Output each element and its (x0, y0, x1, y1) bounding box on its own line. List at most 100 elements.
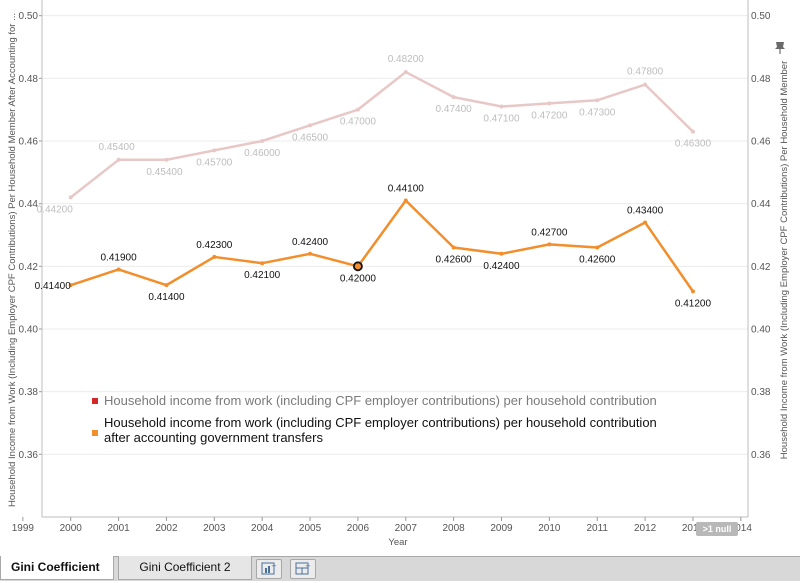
data-label: 0.46300 (675, 139, 712, 150)
y-tick-label-right: 0.50 (751, 11, 771, 22)
x-tick-label: 2005 (299, 523, 322, 534)
gridlines (42, 15, 748, 455)
legend-label-1: Household income from work (including CP… (104, 393, 657, 408)
data-label: 0.47200 (531, 110, 568, 121)
data-point (643, 220, 648, 225)
data-label: 0.45400 (146, 167, 183, 178)
y-tick-label-left: 0.36 (19, 450, 39, 461)
y-tick-label-left: 0.40 (19, 325, 39, 336)
selected-data-point[interactable] (353, 261, 363, 272)
data-label: 0.44100 (388, 184, 425, 195)
sheet-tab-bar: Gini Coefficient Gini Coefficient 2 + + (0, 556, 800, 581)
y-tick-label-right: 0.38 (751, 387, 771, 398)
data-label: 0.45700 (196, 157, 233, 168)
y-tick-label-left: 0.46 (19, 137, 39, 148)
data-label: 0.42600 (579, 255, 616, 266)
data-point (643, 82, 648, 87)
data-label: 0.47100 (483, 114, 520, 125)
series-line-2 (70, 199, 694, 293)
data-point (68, 283, 73, 288)
pin-icon[interactable] (775, 42, 785, 54)
y-axis-title-right: Household Income from Work (Including Em… (779, 61, 790, 459)
data-point (403, 198, 408, 203)
data-point (164, 283, 169, 288)
data-point (260, 261, 265, 266)
x-tick-label: 2002 (155, 523, 178, 534)
data-label: 0.42300 (196, 240, 233, 251)
x-tick-label: 2006 (347, 523, 370, 534)
data-point (212, 148, 217, 153)
y-tick-label-right: 0.42 (751, 262, 771, 273)
data-label: 0.42400 (292, 237, 329, 248)
null-indicator-badge[interactable]: >1 null (696, 522, 738, 536)
series-lines (68, 70, 695, 294)
data-label: 0.42400 (483, 261, 520, 272)
data-point (212, 254, 217, 259)
series-labels: 0.44200 0.45400 0.45400 0.45700 0.46000 0.465… (35, 54, 712, 309)
x-axis-title: Year (388, 537, 407, 548)
data-label: 0.47400 (436, 104, 473, 115)
data-point (308, 251, 313, 256)
x-tick-label: 2010 (538, 523, 561, 534)
data-point (164, 157, 169, 162)
legend-swatch-1 (92, 398, 98, 404)
data-label: 0.43400 (627, 205, 664, 216)
y-tick-label-left: 0.44 (19, 199, 39, 210)
data-label: 0.45400 (99, 142, 136, 153)
data-label: 0.46000 (244, 148, 281, 159)
x-tick-label: 2003 (203, 523, 226, 534)
y-tick-label-right: 0.46 (751, 137, 771, 148)
legend-label-2-line: after accounting government transfers (104, 430, 323, 445)
data-point (68, 195, 73, 200)
svg-text:+: + (271, 562, 277, 570)
x-tick-label: 2011 (586, 523, 608, 534)
plot-area (42, 0, 748, 517)
series-line-1 (69, 70, 694, 199)
x-tick-label: 2001 (107, 523, 130, 534)
data-label: 0.42100 (244, 270, 281, 281)
data-point (499, 104, 504, 109)
data-label: 0.42700 (531, 227, 568, 238)
data-label: 0.42000 (340, 273, 377, 284)
data-point (499, 251, 504, 256)
data-label: 0.41900 (101, 252, 138, 263)
x-tick-label: 2004 (251, 523, 274, 534)
data-point (595, 245, 600, 250)
legend-label-2-line: Household income from work (including CP… (104, 415, 657, 430)
x-tick-label: 2014 (730, 523, 753, 534)
y-tick-label-right: 0.40 (751, 325, 771, 336)
data-label: 0.46500 (292, 132, 329, 143)
data-point (403, 70, 408, 75)
x-tick-label: 2008 (443, 523, 466, 534)
data-point (690, 289, 695, 294)
data-label: 0.44200 (37, 204, 74, 215)
data-point (116, 157, 121, 162)
data-label: 0.41400 (148, 292, 185, 303)
y-tick-label-right: 0.48 (751, 74, 771, 85)
y-tick-label-left: 0.42 (19, 262, 39, 273)
tab-gini-coefficient[interactable]: Gini Coefficient (0, 556, 114, 580)
tab-gini-coefficient-2[interactable]: Gini Coefficient 2 (118, 556, 252, 580)
y-tick-label-right: 0.36 (751, 450, 771, 461)
axes: 0.36 0.360.38 0.380.40 0.400.42 0.420.44 0.44… (12, 0, 771, 534)
data-point (355, 107, 360, 112)
new-dashboard-icon[interactable]: + (290, 559, 316, 579)
x-tick-label: 2000 (60, 523, 83, 534)
x-tick-label: 1999 (12, 523, 35, 534)
x-tick-label: 2009 (490, 523, 513, 534)
y-axis-title-left: Household Income from Work (Including Em… (7, 13, 18, 507)
data-point (451, 245, 456, 250)
data-point (595, 98, 600, 103)
data-point (690, 129, 695, 134)
data-label: 0.47300 (579, 107, 616, 118)
data-point (116, 267, 121, 272)
new-worksheet-icon[interactable]: + (256, 559, 282, 579)
data-label: 0.42600 (436, 255, 473, 266)
x-tick-label: 2007 (395, 523, 418, 534)
data-label: 0.47800 (627, 67, 664, 78)
svg-text:+: + (305, 562, 311, 570)
data-point (547, 242, 552, 247)
y-tick-label-right: 0.44 (751, 199, 771, 210)
data-label: 0.41400 (35, 281, 72, 292)
data-label: 0.48200 (388, 54, 425, 65)
